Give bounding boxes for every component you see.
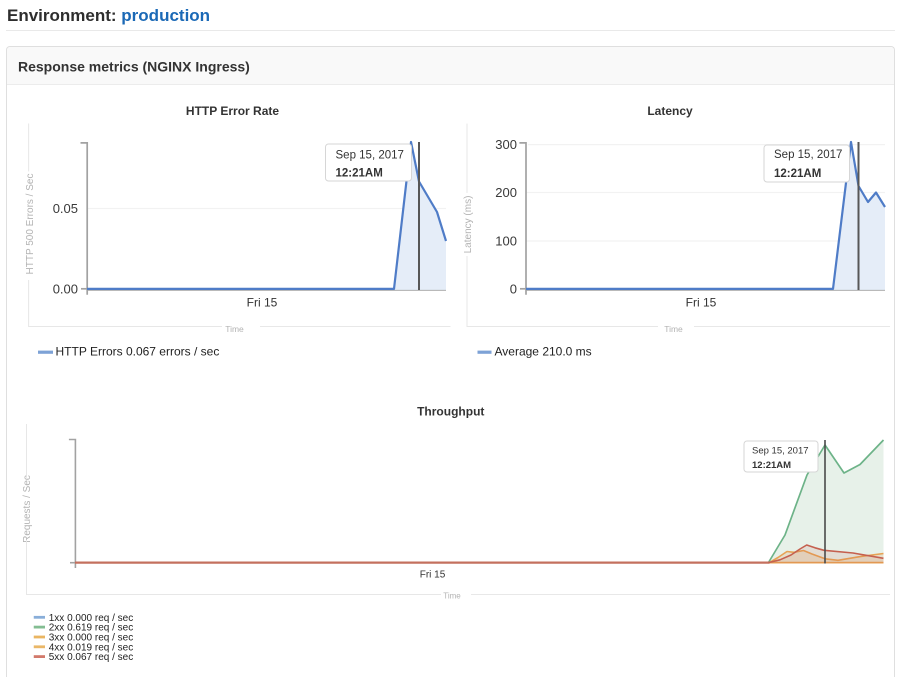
svg-text:Time: Time — [225, 324, 244, 334]
svg-text:0: 0 — [510, 281, 517, 296]
svg-text:Environment: production: Environment: production — [7, 6, 210, 25]
svg-text:12:21AM: 12:21AM — [774, 168, 821, 180]
svg-text:2xx 0.619 req / sec: 2xx 0.619 req / sec — [49, 623, 134, 634]
svg-text:Throughput: Throughput — [417, 405, 484, 419]
svg-text:Sep 15, 2017: Sep 15, 2017 — [752, 446, 809, 457]
svg-text:Sep 15, 2017: Sep 15, 2017 — [336, 150, 404, 162]
svg-text:200: 200 — [495, 185, 517, 200]
svg-text:12:21AM: 12:21AM — [752, 460, 791, 471]
svg-text:1xx 0.000 req / sec: 1xx 0.000 req / sec — [49, 613, 134, 624]
svg-text:Time: Time — [443, 591, 461, 600]
svg-text:HTTP 500 Errors / Sec: HTTP 500 Errors / Sec — [25, 174, 36, 275]
svg-text:Fri 15: Fri 15 — [247, 296, 278, 310]
svg-text:0.00: 0.00 — [53, 281, 78, 296]
svg-text:12:21AM: 12:21AM — [336, 168, 383, 180]
svg-text:HTTP Error Rate: HTTP Error Rate — [186, 104, 279, 118]
svg-text:Fri 15: Fri 15 — [420, 570, 446, 581]
svg-text:300: 300 — [495, 137, 517, 152]
svg-text:Time: Time — [664, 324, 683, 334]
svg-text:Sep 15, 2017: Sep 15, 2017 — [774, 149, 842, 161]
svg-text:0.05: 0.05 — [53, 201, 78, 216]
svg-text:HTTP Errors 0.067 errors / sec: HTTP Errors 0.067 errors / sec — [56, 345, 220, 359]
svg-text:Latency (ms): Latency (ms) — [463, 196, 474, 254]
svg-text:Fri 15: Fri 15 — [686, 296, 717, 310]
svg-text:Average 210.0 ms: Average 210.0 ms — [495, 345, 592, 359]
svg-text:100: 100 — [495, 234, 517, 249]
svg-text:5xx 0.067 req / sec: 5xx 0.067 req / sec — [49, 652, 134, 663]
svg-text:Latency: Latency — [647, 104, 693, 118]
svg-text:Response metrics (NGINX Ingres: Response metrics (NGINX Ingress) — [18, 59, 250, 75]
svg-text:Requests / Sec: Requests / Sec — [22, 475, 33, 543]
svg-text:3xx 0.000 req / sec: 3xx 0.000 req / sec — [49, 633, 134, 644]
svg-text:4xx 0.019 req / sec: 4xx 0.019 req / sec — [49, 642, 134, 653]
